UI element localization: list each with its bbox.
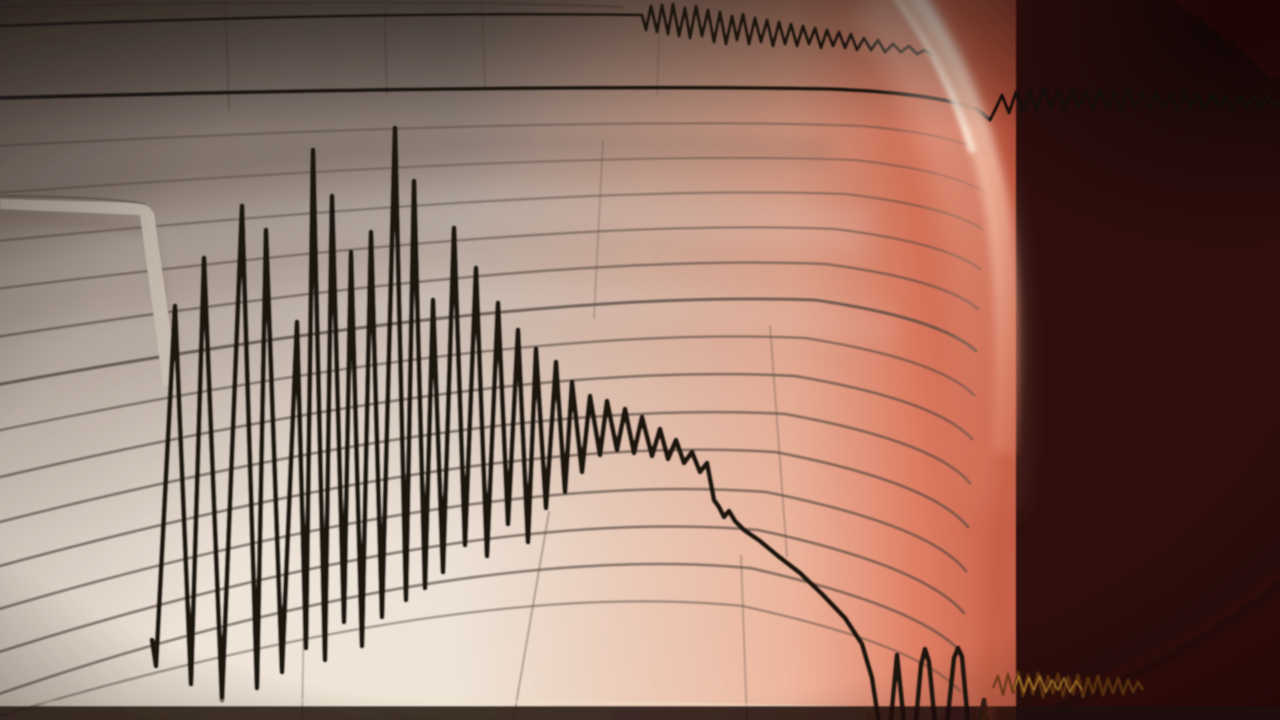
- seismograph-scene: [0, 0, 1280, 720]
- seismograph-photo: [0, 0, 1280, 720]
- vignette-frame: [0, 0, 1280, 720]
